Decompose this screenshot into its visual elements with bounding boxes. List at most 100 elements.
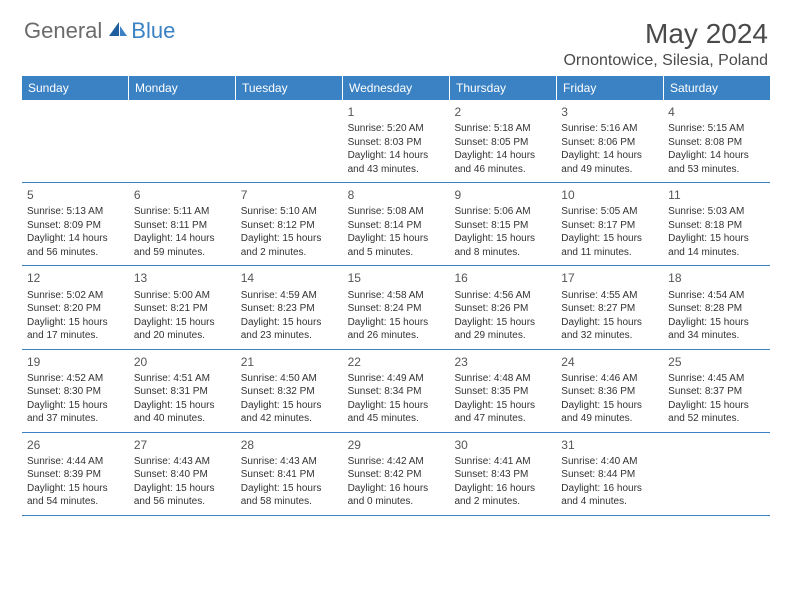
weekday-header: Tuesday: [236, 76, 343, 100]
day-number: 26: [27, 437, 124, 453]
day-number: 18: [668, 270, 765, 286]
sunset-text: Sunset: 8:17 PM: [561, 219, 658, 233]
daylight-text: Daylight: 14 hours and 59 minutes.: [134, 232, 231, 259]
sunrise-text: Sunrise: 4:40 AM: [561, 455, 658, 469]
day-number: 27: [134, 437, 231, 453]
day-number: 31: [561, 437, 658, 453]
sunrise-text: Sunrise: 5:00 AM: [134, 289, 231, 303]
sunrise-text: Sunrise: 4:42 AM: [348, 455, 445, 469]
day-number: 23: [454, 354, 551, 370]
day-number: 29: [348, 437, 445, 453]
sunrise-text: Sunrise: 5:05 AM: [561, 205, 658, 219]
day-number: 21: [241, 354, 338, 370]
logo-text-general: General: [24, 18, 102, 44]
sunset-text: Sunset: 8:31 PM: [134, 385, 231, 399]
day-number: 28: [241, 437, 338, 453]
sunrise-text: Sunrise: 4:46 AM: [561, 372, 658, 386]
day-cell: 9Sunrise: 5:06 AMSunset: 8:15 PMDaylight…: [449, 183, 556, 265]
day-cell: 22Sunrise: 4:49 AMSunset: 8:34 PMDayligh…: [343, 350, 450, 432]
sunrise-text: Sunrise: 5:13 AM: [27, 205, 124, 219]
daylight-text: Daylight: 15 hours and 49 minutes.: [561, 399, 658, 426]
day-cell: 8Sunrise: 5:08 AMSunset: 8:14 PMDaylight…: [343, 183, 450, 265]
sunset-text: Sunset: 8:03 PM: [348, 136, 445, 150]
logo-text-blue: Blue: [131, 18, 175, 44]
daylight-text: Daylight: 15 hours and 42 minutes.: [241, 399, 338, 426]
daylight-text: Daylight: 16 hours and 0 minutes.: [348, 482, 445, 509]
day-number: 17: [561, 270, 658, 286]
day-cell: 5Sunrise: 5:13 AMSunset: 8:09 PMDaylight…: [22, 183, 129, 265]
day-cell-empty: [129, 100, 236, 182]
daylight-text: Daylight: 15 hours and 45 minutes.: [348, 399, 445, 426]
day-cell: 7Sunrise: 5:10 AMSunset: 8:12 PMDaylight…: [236, 183, 343, 265]
sunrise-text: Sunrise: 4:54 AM: [668, 289, 765, 303]
day-number: 5: [27, 187, 124, 203]
daylight-text: Daylight: 15 hours and 32 minutes.: [561, 316, 658, 343]
day-cell: 12Sunrise: 5:02 AMSunset: 8:20 PMDayligh…: [22, 266, 129, 348]
day-cell: 20Sunrise: 4:51 AMSunset: 8:31 PMDayligh…: [129, 350, 236, 432]
day-cell: 29Sunrise: 4:42 AMSunset: 8:42 PMDayligh…: [343, 433, 450, 515]
sunrise-text: Sunrise: 5:10 AM: [241, 205, 338, 219]
daylight-text: Daylight: 15 hours and 54 minutes.: [27, 482, 124, 509]
daylight-text: Daylight: 16 hours and 2 minutes.: [454, 482, 551, 509]
sunrise-text: Sunrise: 4:56 AM: [454, 289, 551, 303]
calendar: SundayMondayTuesdayWednesdayThursdayFrid…: [0, 76, 792, 516]
daylight-text: Daylight: 14 hours and 43 minutes.: [348, 149, 445, 176]
sunset-text: Sunset: 8:05 PM: [454, 136, 551, 150]
location: Ornontowice, Silesia, Poland: [563, 52, 768, 70]
sunset-text: Sunset: 8:40 PM: [134, 468, 231, 482]
day-cell: 26Sunrise: 4:44 AMSunset: 8:39 PMDayligh…: [22, 433, 129, 515]
sunset-text: Sunset: 8:37 PM: [668, 385, 765, 399]
day-number: 8: [348, 187, 445, 203]
weekday-header-row: SundayMondayTuesdayWednesdayThursdayFrid…: [22, 76, 770, 100]
day-cell: 21Sunrise: 4:50 AMSunset: 8:32 PMDayligh…: [236, 350, 343, 432]
daylight-text: Daylight: 14 hours and 49 minutes.: [561, 149, 658, 176]
sunrise-text: Sunrise: 5:03 AM: [668, 205, 765, 219]
day-number: 22: [348, 354, 445, 370]
day-number: 15: [348, 270, 445, 286]
sunset-text: Sunset: 8:09 PM: [27, 219, 124, 233]
day-cell-empty: [22, 100, 129, 182]
sunset-text: Sunset: 8:23 PM: [241, 302, 338, 316]
day-cell: 10Sunrise: 5:05 AMSunset: 8:17 PMDayligh…: [556, 183, 663, 265]
day-cell: 13Sunrise: 5:00 AMSunset: 8:21 PMDayligh…: [129, 266, 236, 348]
sunset-text: Sunset: 8:21 PM: [134, 302, 231, 316]
sunset-text: Sunset: 8:06 PM: [561, 136, 658, 150]
day-cell: 2Sunrise: 5:18 AMSunset: 8:05 PMDaylight…: [449, 100, 556, 182]
day-number: 14: [241, 270, 338, 286]
sunset-text: Sunset: 8:18 PM: [668, 219, 765, 233]
daylight-text: Daylight: 15 hours and 58 minutes.: [241, 482, 338, 509]
sunset-text: Sunset: 8:24 PM: [348, 302, 445, 316]
sunrise-text: Sunrise: 5:15 AM: [668, 122, 765, 136]
daylight-text: Daylight: 14 hours and 46 minutes.: [454, 149, 551, 176]
day-cell: 4Sunrise: 5:15 AMSunset: 8:08 PMDaylight…: [663, 100, 770, 182]
day-cell: 11Sunrise: 5:03 AMSunset: 8:18 PMDayligh…: [663, 183, 770, 265]
day-cell: 14Sunrise: 4:59 AMSunset: 8:23 PMDayligh…: [236, 266, 343, 348]
sunrise-text: Sunrise: 5:08 AM: [348, 205, 445, 219]
sunset-text: Sunset: 8:36 PM: [561, 385, 658, 399]
day-cell: 24Sunrise: 4:46 AMSunset: 8:36 PMDayligh…: [556, 350, 663, 432]
title-block: May 2024 Ornontowice, Silesia, Poland: [563, 18, 768, 70]
day-cell: 1Sunrise: 5:20 AMSunset: 8:03 PMDaylight…: [343, 100, 450, 182]
sunrise-text: Sunrise: 4:59 AM: [241, 289, 338, 303]
day-cell: 23Sunrise: 4:48 AMSunset: 8:35 PMDayligh…: [449, 350, 556, 432]
sunset-text: Sunset: 8:39 PM: [27, 468, 124, 482]
day-cell: 3Sunrise: 5:16 AMSunset: 8:06 PMDaylight…: [556, 100, 663, 182]
daylight-text: Daylight: 15 hours and 2 minutes.: [241, 232, 338, 259]
day-cell: 16Sunrise: 4:56 AMSunset: 8:26 PMDayligh…: [449, 266, 556, 348]
daylight-text: Daylight: 15 hours and 14 minutes.: [668, 232, 765, 259]
sunrise-text: Sunrise: 4:41 AM: [454, 455, 551, 469]
week-row: 26Sunrise: 4:44 AMSunset: 8:39 PMDayligh…: [22, 433, 770, 516]
sunrise-text: Sunrise: 4:50 AM: [241, 372, 338, 386]
sunrise-text: Sunrise: 4:55 AM: [561, 289, 658, 303]
day-cell: 25Sunrise: 4:45 AMSunset: 8:37 PMDayligh…: [663, 350, 770, 432]
day-cell: 6Sunrise: 5:11 AMSunset: 8:11 PMDaylight…: [129, 183, 236, 265]
day-cell: 30Sunrise: 4:41 AMSunset: 8:43 PMDayligh…: [449, 433, 556, 515]
weeks-container: 1Sunrise: 5:20 AMSunset: 8:03 PMDaylight…: [22, 100, 770, 516]
day-cell: 17Sunrise: 4:55 AMSunset: 8:27 PMDayligh…: [556, 266, 663, 348]
day-cell: 28Sunrise: 4:43 AMSunset: 8:41 PMDayligh…: [236, 433, 343, 515]
sunrise-text: Sunrise: 4:51 AM: [134, 372, 231, 386]
sunrise-text: Sunrise: 4:43 AM: [241, 455, 338, 469]
sunset-text: Sunset: 8:20 PM: [27, 302, 124, 316]
sunrise-text: Sunrise: 4:48 AM: [454, 372, 551, 386]
day-number: 3: [561, 104, 658, 120]
